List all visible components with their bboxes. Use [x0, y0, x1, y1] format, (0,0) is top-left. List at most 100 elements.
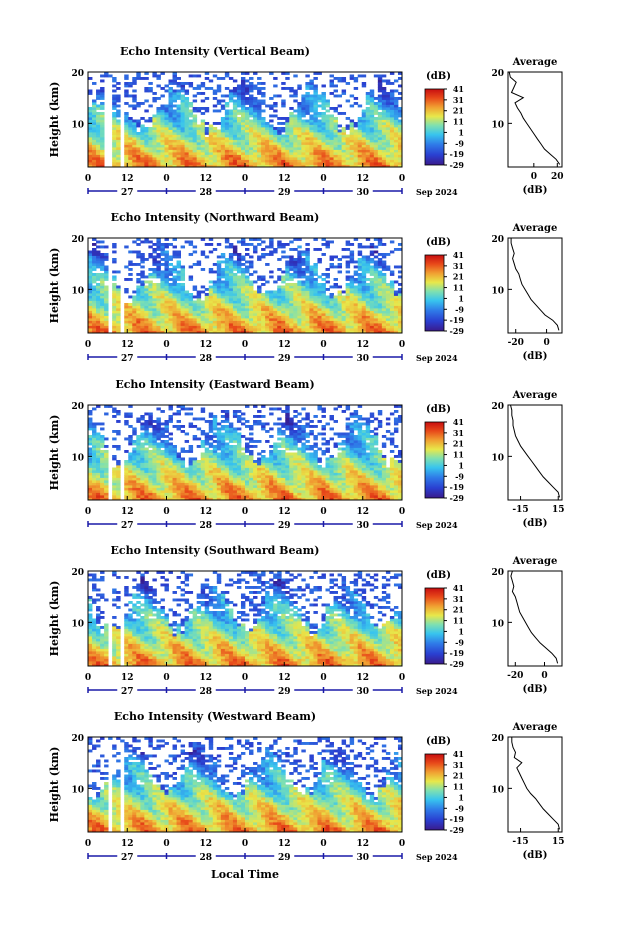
heatmap-cell: [128, 122, 133, 125]
heatmap-cell: [357, 164, 363, 168]
heatmap-cell: [397, 308, 403, 311]
heatmap-cell: [240, 273, 246, 276]
heatmap-cell: [128, 124, 133, 128]
heatmap-cell: [168, 268, 173, 271]
heatmap-cell: [104, 278, 109, 281]
heatmap-cell: [180, 460, 186, 463]
day-label-bg: [274, 186, 295, 196]
heatmap-cell: [309, 315, 314, 319]
heatmap-cell: [293, 114, 298, 118]
heatmap-cell: [180, 462, 186, 466]
heatmap-cell: [140, 432, 145, 436]
heatmap-cell: [196, 298, 202, 301]
heatmap-cell: [393, 99, 399, 103]
heatmap-cell: [385, 107, 391, 110]
heatmap-cell: [116, 323, 121, 326]
heatmap-cell: [216, 152, 222, 155]
heatmap-cell: [172, 144, 177, 148]
heatmap-cell: [345, 295, 351, 299]
heatmap-cell: [232, 159, 238, 163]
heatmap-cell: [313, 293, 318, 296]
heatmap-cell: [92, 477, 97, 481]
heatmap-cell: [208, 132, 214, 135]
heatmap-cell: [172, 149, 177, 153]
heatmap-cell: [249, 142, 254, 145]
heatmap-cell: [168, 467, 173, 471]
heatmap-cell: [385, 129, 391, 133]
heatmap-cell: [100, 497, 105, 501]
heatmap-cell: [353, 305, 359, 309]
heatmap-cell: [168, 124, 173, 128]
heatmap-cell: [232, 154, 238, 158]
heatmap-cell: [168, 79, 173, 83]
heatmap-cell: [128, 129, 133, 133]
heatmap-cell: [353, 313, 359, 316]
heatmap-cell: [96, 132, 101, 135]
heatmap-cell: [393, 323, 399, 326]
heatmap-cell: [297, 315, 302, 319]
heatmap-cell: [285, 72, 290, 75]
heatmap-cell: [389, 305, 395, 309]
heatmap-cell: [156, 162, 161, 165]
heatmap-cell: [232, 318, 238, 321]
heatmap-cell: [116, 149, 121, 153]
heatmap-cell: [200, 320, 206, 324]
heatmap-cell: [192, 250, 198, 254]
heatmap-cell: [321, 303, 326, 306]
heatmap-cell: [232, 295, 238, 299]
heatmap-cell: [136, 475, 141, 478]
heatmap-cell: [104, 485, 109, 488]
heatmap-cell: [317, 310, 322, 314]
heatmap-cell: [240, 164, 246, 168]
heatmap-cell: [160, 132, 165, 135]
heatmap-cell: [297, 298, 302, 301]
heatmap-cell: [373, 117, 379, 120]
heatmap-cell: [249, 280, 254, 284]
heatmap-cell: [92, 475, 97, 478]
heatmap-cell: [216, 268, 222, 271]
heatmap-cell: [341, 112, 347, 115]
heatmap-cell: [224, 285, 230, 289]
heatmap-cell: [96, 255, 101, 259]
heatmap-cell: [140, 132, 145, 135]
heatmap-cell: [232, 253, 238, 256]
heatmap-cell: [224, 293, 230, 296]
heatmap-cell: [393, 162, 399, 165]
heatmap-cell: [301, 298, 306, 301]
heatmap-cell: [96, 97, 101, 100]
heatmap-cell: [309, 84, 314, 88]
heatmap-cell: [124, 422, 129, 426]
heatmap-cell: [168, 325, 173, 329]
heatmap-cell: [393, 265, 399, 269]
heatmap-cell: [345, 139, 351, 143]
heatmap-cell: [172, 255, 177, 259]
heatmap-cell: [325, 119, 330, 123]
heatmap-cell: [285, 149, 290, 153]
heatmap-cell: [164, 452, 169, 456]
heatmap-cell: [224, 325, 230, 329]
heatmap-cell: [200, 142, 206, 145]
heatmap-cell: [88, 462, 93, 466]
heatmap-cell: [289, 313, 294, 316]
heatmap-cell: [257, 162, 262, 165]
heatmap-cell: [160, 72, 165, 75]
heatmap-cell: [164, 243, 169, 246]
heatmap-cell: [156, 320, 161, 324]
heatmap-cell: [325, 162, 330, 165]
heatmap-cell: [112, 102, 117, 105]
heatmap-cell: [357, 245, 363, 249]
heatmap-cell: [176, 308, 181, 311]
heatmap-cell: [220, 139, 226, 143]
heatmap-cell: [249, 273, 254, 276]
heatmap-cell: [216, 102, 222, 105]
heatmap-cell: [148, 465, 153, 468]
heatmap-cell: [365, 117, 371, 120]
heatmap-cell: [184, 303, 190, 306]
heatmap-cell: [361, 157, 367, 160]
heatmap-cell: [156, 77, 161, 80]
heatmap-cell: [176, 412, 181, 416]
heatmap-cell: [124, 305, 129, 309]
heatmap-cell: [232, 152, 238, 155]
heatmap-cell: [385, 328, 391, 331]
heatmap-cell: [353, 285, 359, 289]
